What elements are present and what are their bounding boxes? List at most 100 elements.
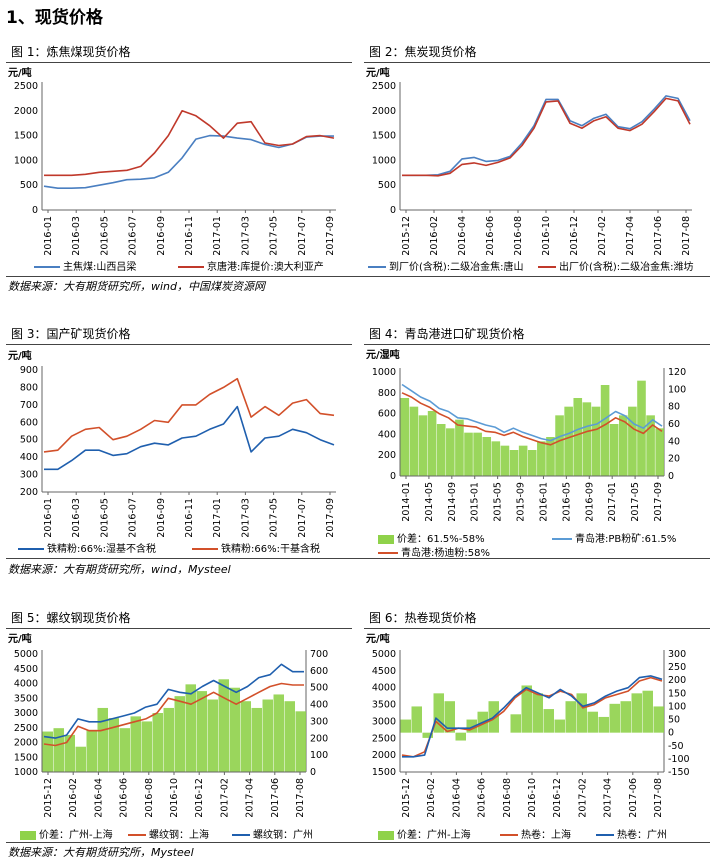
fig5-y2tick-label: 400: [310, 700, 328, 711]
fig3-xtick-label: 2016-05: [99, 498, 110, 538]
fig4-bar: [546, 437, 555, 476]
fig6-xtick-label: 2016-06: [477, 778, 488, 818]
legend-item-fig3-s1: 铁精粉:66%:干基含税: [192, 540, 320, 555]
fig4-ytick-label: 1000: [372, 367, 396, 378]
fig5-bar: [64, 734, 75, 772]
panel-title-fig2: 图 2：焦炭现货价格: [364, 42, 710, 63]
fig1-xtick-label: 2017-05: [269, 216, 280, 256]
fig1-unit-label: 元/吨: [8, 66, 32, 79]
fig4-bar: [555, 415, 564, 476]
source-divider-2: [6, 558, 710, 559]
fig6-bar: [565, 701, 576, 733]
fig3-xtick-label: 2017-05: [269, 498, 280, 538]
panel-title-fig5: 图 5：螺纹钢现货价格: [6, 608, 352, 629]
fig4-ytick-label: 600: [378, 409, 396, 420]
chart-fig4: 元/湿吨 0 200 400 600 800 1000 0 20 40 60 80 100 120 2014…: [366, 348, 686, 522]
fig4-y2tick-label: 100: [668, 384, 686, 395]
fig4-bar: [409, 406, 419, 476]
legend-item-fig1-s1: 京唐港:库提价:澳大利亚产: [178, 258, 324, 273]
fig5-bar: [53, 728, 64, 772]
fig4-xtick-label: 2016-05: [561, 482, 572, 522]
fig5-bar: [75, 746, 86, 772]
fig1-xtick-label: 2016-01: [43, 216, 54, 256]
fig4-xtick-label: 2015-05: [493, 482, 504, 522]
fig1-xtick-label: 2016-05: [99, 216, 110, 256]
fig1-ytick-label: 1000: [14, 155, 38, 166]
fig2-series-1-line: [402, 97, 691, 177]
fig4-y2tick-label: 80: [668, 402, 680, 413]
fig6-xtick-label: 2017-06: [628, 778, 639, 818]
fig3-xtick-label: 2016-11: [184, 498, 195, 538]
fig6-bar: [422, 732, 433, 738]
fig6-y2tick-label: 150: [668, 688, 686, 699]
fig4-bar: [655, 428, 664, 476]
fig2-xtick-label: 2016-04: [457, 216, 468, 256]
fig6-ytick-label: 5000: [372, 649, 396, 660]
fig6-bar: [576, 693, 587, 733]
fig5-y2tick-label: 500: [310, 683, 328, 694]
fig4-xtick-label: 2017-01: [607, 482, 618, 522]
fig2-xtick-label: 2016-08: [513, 216, 524, 256]
fig4-bar: [518, 445, 528, 476]
fig4-xtick-label: 2016-09: [584, 482, 595, 522]
fig5-ytick-label: 5000: [14, 649, 38, 660]
fig5-bar: [152, 713, 163, 772]
fig6-bar: [521, 685, 532, 733]
fig4-bar: [446, 428, 455, 476]
fig5-xtick-label: 2016-06: [119, 778, 130, 818]
fig5-xtick-label: 2016-08: [144, 778, 155, 818]
fig5-bar: [295, 711, 306, 772]
legend-item-fig4-s1: 青岛港:杨迪粉:58%: [378, 544, 490, 559]
fig6-y2tick-label: 300: [668, 649, 686, 660]
chart-fig2: 元/吨 0 500 1000 1500 2000 2500 2015-12 2016-02 201…: [366, 66, 692, 256]
fig4-xtick-label: 2014-09: [447, 482, 458, 522]
fig6-unit-label: 元/吨: [366, 632, 390, 645]
fig2-xtick-label: 2015-12: [401, 216, 412, 256]
fig5-y2tick-label: 700: [310, 649, 328, 660]
fig5-xtick-label: 2017-04: [245, 778, 256, 818]
fig5-bar: [229, 687, 240, 772]
fig1-xtick-label: 2016-09: [156, 216, 167, 256]
fig4-bar: [609, 424, 619, 476]
fig5-bar: [108, 718, 119, 772]
fig5-unit-label: 元/吨: [8, 632, 32, 645]
fig4-xtick-label: 2017-05: [630, 482, 641, 522]
fig4-ytick-label: 800: [378, 388, 396, 399]
fig5-series-0-line: [43, 682, 304, 747]
fig5-bar: [86, 729, 97, 772]
fig2-xtick-label: 2017-08: [681, 216, 692, 256]
fig6-bar: [598, 716, 609, 733]
fig3-ytick-label: 400: [20, 452, 38, 463]
fig4-bar: [509, 450, 519, 476]
fig2-xtick-label: 2017-04: [625, 216, 636, 256]
fig5-xtick-label: 2016-12: [194, 778, 205, 818]
fig2-xtick-label: 2017-06: [653, 216, 664, 256]
fig6-bar: [554, 719, 565, 733]
fig5-bar: [196, 691, 207, 772]
fig5-ytick-label: 1000: [14, 767, 38, 778]
fig5-ytick-label: 1500: [14, 752, 38, 763]
legend-item-fig2-s0: 到厂价(含税):二级冶金焦:唐山: [368, 258, 524, 273]
fig5-ytick-label: 2000: [14, 738, 38, 749]
fig4-bar: [400, 398, 410, 476]
fig6-ytick-label: 1500: [372, 767, 396, 778]
panel-title-fig3: 图 3：国产矿现货价格: [6, 324, 352, 345]
legend-item-fig6-bars: 价差：广州-上海: [378, 826, 471, 841]
fig2-ytick-label: 2000: [372, 106, 396, 117]
panel-fig3: 图 3：国产矿现货价格 元/吨 200 300 400 500 600 700 800 900 2…: [6, 324, 352, 560]
legend-item-fig1-s0: 主焦煤:山西吕梁: [34, 258, 136, 273]
fig1-xtick-label: 2017-07: [297, 216, 308, 256]
fig1-xtick-label: 2017-01: [212, 216, 223, 256]
fig5-xtick-label: 2017-02: [219, 778, 230, 818]
fig5-y2tick-label: 600: [310, 666, 328, 677]
fig4-unit-label: 元/湿吨: [366, 348, 400, 361]
fig6-ytick-label: 4500: [372, 666, 396, 677]
fig4-ytick-label: 200: [378, 450, 396, 461]
source-note-1: 数据来源：大有期货研究所，wind，中国煤炭资源网: [8, 280, 266, 293]
chart-fig5: 元/吨 1000 1500 2000 2500 3000 3500 4000 4500 5000 0…: [8, 632, 328, 818]
fig5-bar: [174, 696, 185, 772]
fig5-ytick-label: 3500: [14, 693, 38, 704]
fig2-ytick-label: 1000: [372, 155, 396, 166]
fig6-xtick-label: 2016-04: [451, 778, 462, 818]
panel-fig5: 图 5：螺纹钢现货价格 元/吨 1000 1500 2000 2500 3000 3500 4…: [6, 608, 352, 844]
